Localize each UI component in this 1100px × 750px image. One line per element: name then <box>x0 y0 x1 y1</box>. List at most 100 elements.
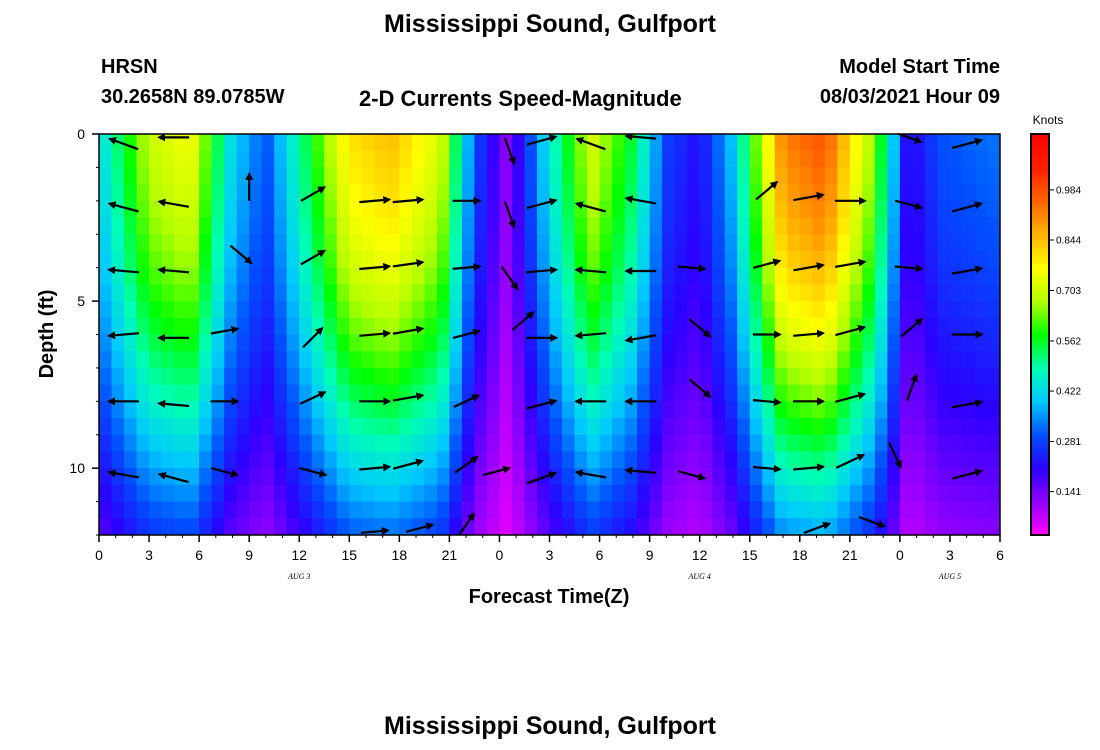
heatmap-cell <box>249 484 263 503</box>
heatmap-cell <box>124 317 138 336</box>
heatmap-cell <box>762 167 776 185</box>
heatmap-cell <box>887 134 901 152</box>
colorbar-swatch <box>1031 238 1049 243</box>
heatmap-cell <box>749 317 763 336</box>
heatmap-cell <box>349 401 363 419</box>
heatmap-cell <box>987 351 1000 369</box>
heatmap-cell <box>386 167 400 185</box>
heatmap-cell <box>762 317 776 336</box>
heatmap-cell <box>937 217 951 235</box>
heatmap-cell <box>324 418 338 436</box>
heatmap-cell <box>149 250 163 269</box>
colorbar-swatch <box>1031 262 1049 267</box>
heatmap-cell <box>987 134 1000 152</box>
heatmap-cell <box>749 434 763 453</box>
heatmap-cell <box>474 150 488 169</box>
heatmap-cell <box>687 518 701 535</box>
heatmap-cell <box>737 501 751 519</box>
heatmap-cell <box>461 234 476 252</box>
heatmap-cell <box>562 518 576 535</box>
colorbar-swatch <box>1031 494 1049 500</box>
heatmap-cell <box>949 384 964 402</box>
colorbar-swatch <box>1031 174 1049 179</box>
colorbar-swatch <box>1031 382 1049 388</box>
colorbar-swatch <box>1031 326 1049 332</box>
current-arrow <box>888 442 902 469</box>
heatmap-cell <box>849 484 863 503</box>
heatmap-cell <box>737 418 751 436</box>
heatmap-cell <box>286 434 300 453</box>
heatmap-cell <box>461 317 476 336</box>
heatmap-cell <box>899 167 914 185</box>
heatmap-cell <box>536 301 551 319</box>
heatmap-cell <box>724 184 738 202</box>
heatmap-cell <box>274 267 288 285</box>
heatmap-cell <box>699 301 713 319</box>
heatmap-cell <box>224 217 238 235</box>
heatmap-cell <box>912 234 926 252</box>
heatmap-cell <box>662 234 676 252</box>
heatmap-cell <box>249 501 263 519</box>
heatmap-cell <box>649 418 663 436</box>
heatmap-cell <box>199 150 213 169</box>
heatmap-cell <box>562 334 576 352</box>
heatmap-cell <box>199 434 213 453</box>
heatmap-cell <box>974 384 989 402</box>
heatmap-cell <box>461 134 476 152</box>
heatmap-cell <box>887 150 901 169</box>
heatmap-cell <box>924 484 939 503</box>
heatmap-cell <box>574 284 588 302</box>
heatmap-cell <box>261 434 275 453</box>
heatmap-cell <box>336 501 350 519</box>
heatmap-cell <box>624 434 638 453</box>
heatmap-cell <box>874 334 888 352</box>
heatmap-cell <box>99 351 113 369</box>
heatmap-cell <box>411 134 425 152</box>
heatmap-cell <box>349 267 363 285</box>
heatmap-cell <box>974 150 989 169</box>
colorbar-swatch <box>1031 150 1049 155</box>
heatmap-cell <box>474 484 488 503</box>
heatmap-cell <box>787 167 801 185</box>
heatmap-cell <box>499 367 513 386</box>
heatmap-cell <box>299 267 313 285</box>
heatmap-cell <box>274 301 288 319</box>
heatmap-cell <box>674 501 688 519</box>
x-tick-label: 21 <box>442 547 458 563</box>
heatmap-cell <box>236 518 250 535</box>
heatmap-cell <box>549 284 563 302</box>
heatmap-cell <box>624 250 638 269</box>
heatmap-cell <box>674 334 688 352</box>
heatmap-cell <box>274 317 288 336</box>
heatmap-cell <box>511 134 526 152</box>
heatmap-cell <box>737 518 751 535</box>
heatmap-cell <box>824 384 838 402</box>
heatmap-cell <box>449 501 463 519</box>
heatmap-cell <box>624 484 638 503</box>
colorbar-swatch <box>1031 146 1049 151</box>
heatmap-cell <box>674 401 688 419</box>
heatmap-cell <box>186 501 200 519</box>
heatmap-cell <box>449 468 463 486</box>
heatmap-cell <box>299 167 313 185</box>
current-arrow <box>107 201 139 213</box>
heatmap-cell <box>949 518 964 535</box>
heatmap-cell <box>712 334 726 352</box>
heatmap-cell <box>687 317 701 336</box>
heatmap-cell <box>161 384 175 402</box>
current-arrow <box>574 469 607 479</box>
heatmap-cell <box>549 501 563 519</box>
heatmap-cell <box>324 367 338 386</box>
heatmap-cell <box>424 401 438 419</box>
colorbar-swatch <box>1031 366 1049 372</box>
heatmap-cell <box>574 334 588 352</box>
heatmap-cell <box>449 200 463 219</box>
heatmap-cell <box>399 468 413 486</box>
colorbar-swatch <box>1031 530 1049 536</box>
heatmap-cell <box>699 484 713 503</box>
heatmap-cell <box>787 384 801 402</box>
heatmap-cell <box>336 384 350 402</box>
heatmap-cell <box>311 150 325 169</box>
heatmap-cell <box>987 501 1000 519</box>
heatmap-cell <box>524 301 538 319</box>
